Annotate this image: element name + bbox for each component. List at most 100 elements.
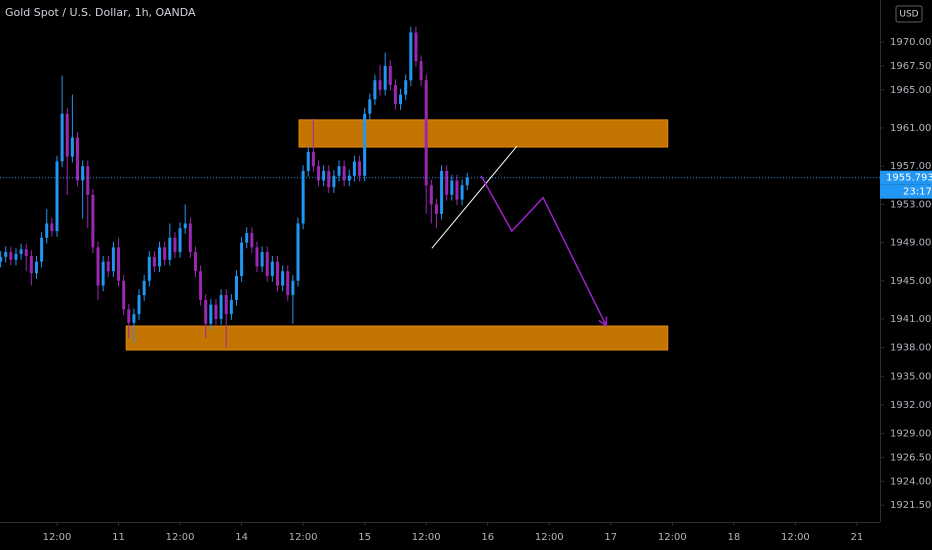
candle-body bbox=[142, 280, 146, 296]
candle-body bbox=[65, 113, 69, 157]
candle-body bbox=[260, 252, 264, 267]
candle-body bbox=[332, 175, 336, 188]
candle-body bbox=[363, 113, 367, 176]
candle-body bbox=[465, 177, 469, 186]
candle-body bbox=[378, 80, 382, 90]
candle-body bbox=[229, 299, 233, 315]
x-tick-label: 15 bbox=[358, 532, 371, 543]
chart-title: Gold Spot / U.S. Dollar, 1h, OANDA bbox=[5, 6, 196, 19]
candle-body bbox=[19, 249, 23, 255]
x-tick-label: 21 bbox=[851, 532, 864, 543]
x-tick-label: 14 bbox=[235, 532, 248, 543]
y-tick-label: 1941.000 bbox=[890, 314, 932, 325]
candle-body bbox=[234, 275, 238, 300]
x-tick-label: 12:00 bbox=[412, 532, 441, 543]
y-tick-label: 1945.000 bbox=[890, 276, 932, 287]
candle-body bbox=[50, 223, 54, 232]
x-tick-label: 12:00 bbox=[658, 532, 687, 543]
candle-body bbox=[245, 233, 249, 243]
y-tick-label: 1932.000 bbox=[890, 400, 932, 411]
candle-body bbox=[383, 65, 387, 90]
candle-body bbox=[322, 170, 326, 181]
candle-body bbox=[70, 137, 74, 157]
candle-body bbox=[409, 32, 413, 81]
candle-body bbox=[127, 309, 131, 323]
candle-body bbox=[147, 256, 151, 281]
candle-body bbox=[255, 247, 259, 267]
candle-body bbox=[240, 242, 244, 276]
trend-line bbox=[431, 145, 518, 249]
candle-body bbox=[76, 137, 80, 181]
candle-body bbox=[460, 185, 464, 200]
candle-body bbox=[306, 151, 310, 171]
candle-body bbox=[311, 151, 315, 167]
candle-body bbox=[450, 180, 454, 195]
candle-body bbox=[111, 247, 115, 272]
candle-body bbox=[347, 175, 351, 181]
candle-body bbox=[214, 304, 218, 319]
candle-body bbox=[91, 194, 95, 248]
candle-body bbox=[429, 185, 433, 205]
candle-body bbox=[158, 247, 162, 267]
candle-body bbox=[168, 237, 172, 260]
candle-body bbox=[327, 170, 331, 188]
candle-body bbox=[163, 247, 167, 260]
candle-body bbox=[275, 261, 279, 286]
candle-body bbox=[86, 166, 90, 195]
candle-body bbox=[270, 261, 274, 276]
y-tick-label: 1957.000 bbox=[890, 161, 932, 172]
candle-body bbox=[291, 280, 295, 296]
currency-box bbox=[895, 5, 923, 23]
y-tick-label: 1965.000 bbox=[890, 85, 932, 96]
candle-body bbox=[34, 261, 38, 274]
x-tick-label: 12:00 bbox=[289, 532, 318, 543]
candle-body bbox=[281, 271, 285, 286]
y-tick-label: 1938.000 bbox=[890, 343, 932, 354]
candle-body bbox=[399, 94, 403, 105]
candle-body bbox=[178, 228, 182, 253]
candle-body bbox=[455, 180, 459, 200]
y-tick-label: 1929.000 bbox=[890, 429, 932, 440]
candle-body bbox=[352, 161, 356, 176]
y-tick-label: 1961.000 bbox=[890, 123, 932, 134]
candle-body bbox=[250, 233, 254, 248]
y-tick-label: 1970.000 bbox=[890, 37, 932, 48]
candle-body bbox=[342, 166, 346, 181]
candle-body bbox=[106, 261, 110, 272]
candle-body bbox=[419, 61, 423, 81]
candle-body bbox=[219, 295, 223, 319]
y-tick-label: 1953.000 bbox=[890, 199, 932, 210]
candle-body bbox=[434, 204, 438, 214]
candle-body bbox=[424, 80, 428, 186]
projection-path bbox=[480, 175, 607, 326]
candle-body bbox=[404, 80, 408, 95]
candle-body bbox=[317, 166, 321, 181]
candle-body bbox=[265, 252, 269, 276]
candle-body bbox=[193, 252, 197, 272]
countdown-label: 23:17 bbox=[903, 187, 932, 198]
candle-body bbox=[358, 161, 362, 176]
projection-arrowhead bbox=[598, 316, 608, 328]
x-tick-label: 12:00 bbox=[166, 532, 195, 543]
candle-body bbox=[296, 223, 300, 281]
candle-body bbox=[440, 170, 444, 214]
candle-body bbox=[286, 271, 290, 296]
candle-body bbox=[137, 295, 141, 315]
zone bbox=[125, 325, 669, 351]
candle-body bbox=[40, 237, 44, 262]
candle-body bbox=[393, 84, 397, 105]
candle-body bbox=[60, 113, 64, 162]
candle-body bbox=[224, 295, 228, 315]
candle-body bbox=[373, 80, 377, 100]
candle-body bbox=[445, 170, 449, 195]
candle-body bbox=[45, 223, 49, 238]
candle-body bbox=[368, 99, 372, 114]
candle-body bbox=[183, 223, 187, 229]
candle-body bbox=[117, 247, 121, 281]
candle-body bbox=[301, 170, 305, 224]
candle-body bbox=[152, 256, 156, 267]
candle-body bbox=[204, 299, 208, 324]
candle-body bbox=[101, 261, 105, 286]
candle-body bbox=[55, 161, 59, 232]
